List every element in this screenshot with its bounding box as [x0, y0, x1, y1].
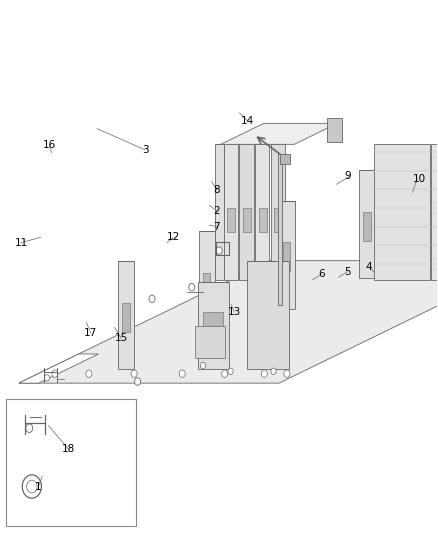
- Text: 6: 6: [318, 270, 325, 279]
- Polygon shape: [221, 123, 337, 144]
- Text: 2: 2: [213, 206, 220, 216]
- Polygon shape: [223, 144, 238, 279]
- Text: 14: 14: [240, 116, 254, 126]
- Circle shape: [52, 370, 58, 377]
- Circle shape: [284, 370, 290, 377]
- Polygon shape: [374, 144, 430, 279]
- Text: 18: 18: [62, 445, 75, 455]
- Circle shape: [261, 370, 267, 377]
- Polygon shape: [247, 261, 290, 369]
- Text: 1: 1: [35, 481, 42, 491]
- Polygon shape: [431, 144, 438, 279]
- Bar: [227, 208, 235, 232]
- Circle shape: [179, 370, 185, 377]
- Text: 4: 4: [366, 262, 372, 271]
- Circle shape: [86, 370, 92, 377]
- Bar: [194, 326, 225, 358]
- Polygon shape: [198, 282, 229, 369]
- Circle shape: [189, 284, 195, 291]
- Circle shape: [222, 370, 228, 377]
- Text: 3: 3: [142, 145, 148, 155]
- Circle shape: [44, 375, 49, 381]
- Text: 7: 7: [213, 222, 220, 232]
- Circle shape: [26, 424, 33, 432]
- Text: 8: 8: [213, 184, 220, 195]
- Polygon shape: [360, 170, 375, 278]
- Circle shape: [271, 368, 276, 375]
- Circle shape: [134, 378, 141, 385]
- Text: 11: 11: [14, 238, 28, 248]
- Circle shape: [228, 368, 233, 375]
- Text: 5: 5: [344, 267, 351, 277]
- Text: 12: 12: [167, 232, 180, 243]
- Bar: [203, 272, 210, 301]
- Bar: [275, 208, 283, 232]
- Bar: [364, 212, 371, 240]
- Polygon shape: [199, 231, 215, 339]
- Circle shape: [149, 295, 155, 303]
- Text: 9: 9: [344, 172, 351, 181]
- Bar: [280, 154, 290, 164]
- Circle shape: [200, 362, 205, 369]
- Circle shape: [131, 370, 137, 377]
- Text: 17: 17: [84, 328, 97, 338]
- Bar: [243, 208, 251, 232]
- Polygon shape: [255, 144, 269, 279]
- Text: 16: 16: [42, 140, 56, 150]
- Bar: [259, 208, 267, 232]
- Bar: [123, 303, 130, 332]
- Polygon shape: [271, 144, 285, 279]
- Text: 10: 10: [413, 174, 426, 184]
- Polygon shape: [19, 261, 438, 383]
- Polygon shape: [215, 144, 223, 279]
- Bar: [327, 118, 342, 142]
- Bar: [203, 312, 223, 341]
- Polygon shape: [118, 261, 134, 369]
- FancyBboxPatch shape: [6, 399, 136, 526]
- Polygon shape: [19, 354, 99, 383]
- Polygon shape: [279, 154, 283, 305]
- Circle shape: [27, 480, 37, 493]
- Polygon shape: [240, 144, 254, 279]
- Text: 15: 15: [114, 333, 128, 343]
- Circle shape: [216, 247, 222, 254]
- Bar: [283, 242, 290, 271]
- Circle shape: [22, 475, 42, 498]
- Polygon shape: [279, 200, 295, 309]
- Text: 13: 13: [228, 306, 241, 317]
